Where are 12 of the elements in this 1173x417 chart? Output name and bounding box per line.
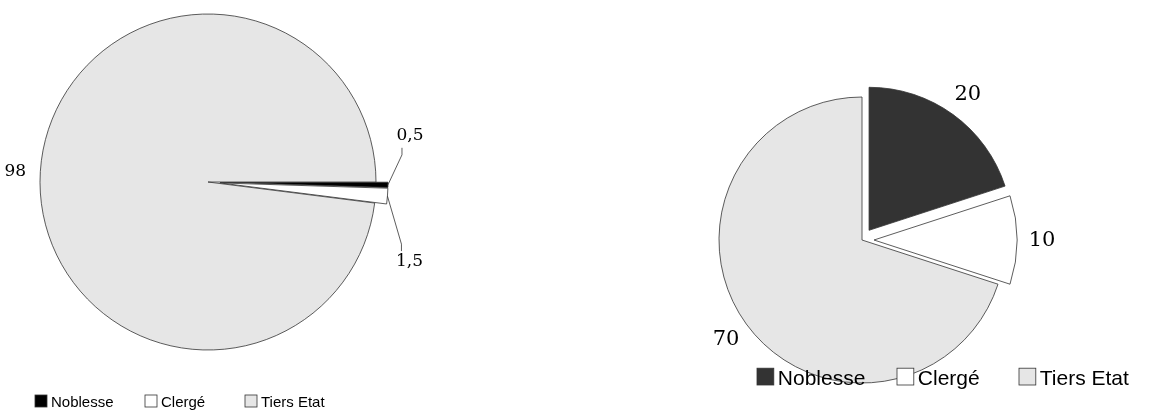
data-label: 20 bbox=[954, 81, 982, 106]
legend-label: Tiers Etat bbox=[261, 393, 326, 410]
data-label: 70 bbox=[712, 325, 740, 350]
data-label: 1,5 bbox=[395, 250, 423, 271]
data-label: 98 bbox=[4, 159, 27, 180]
legend-label: Noblesse bbox=[51, 393, 114, 410]
data-label: 10 bbox=[1028, 227, 1056, 251]
legend-label: Clergé bbox=[161, 393, 206, 410]
legend-label: Noblesse bbox=[777, 366, 866, 389]
legend-label: Clergé bbox=[917, 366, 980, 389]
data-label: 0,5 bbox=[396, 123, 424, 144]
legend-label: Tiers Etat bbox=[1039, 366, 1130, 389]
